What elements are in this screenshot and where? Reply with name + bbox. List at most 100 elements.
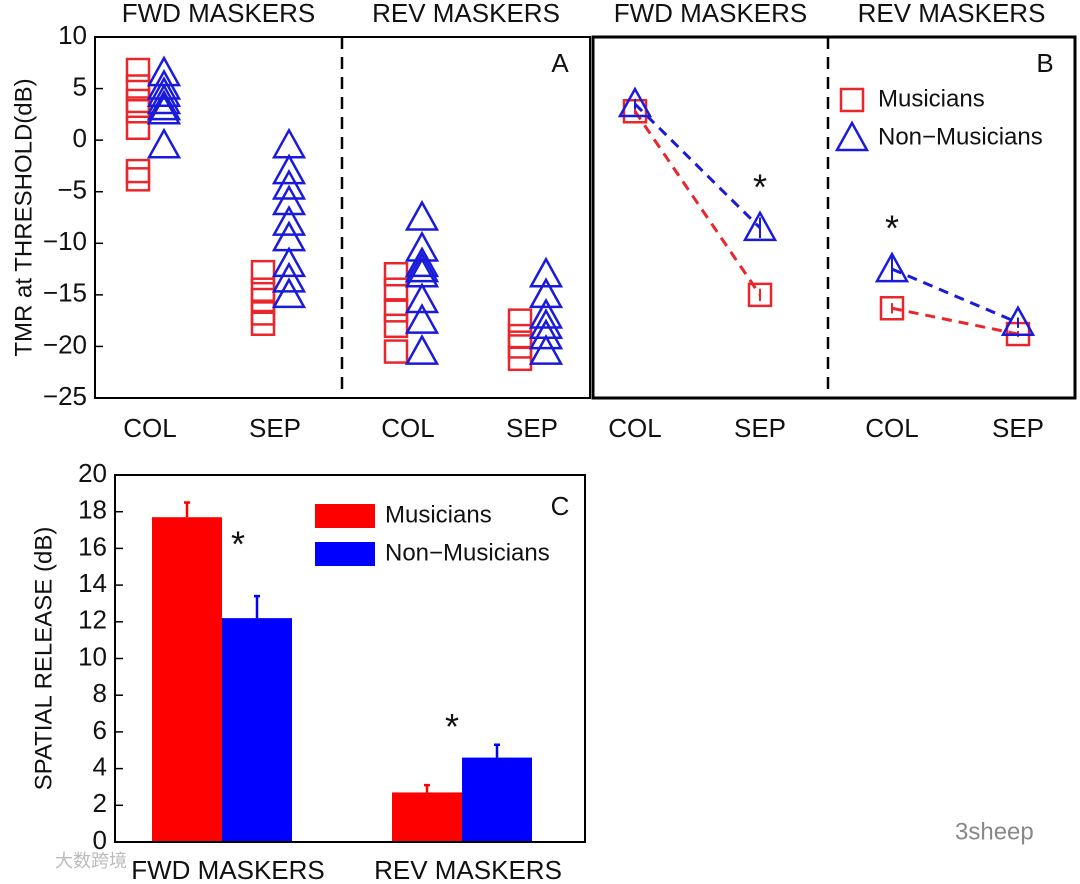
y-tick-label: 8 — [93, 678, 107, 708]
triangle-marker — [271, 153, 307, 185]
triangle-marker — [404, 303, 440, 334]
triangle-marker — [146, 76, 182, 107]
y-tick-label: 6 — [93, 715, 107, 745]
triangle-marker — [528, 277, 564, 309]
legend-label: Musicians — [385, 501, 492, 528]
x-tick-label: COL — [865, 413, 918, 443]
square-marker — [383, 261, 409, 287]
triangle-marker — [271, 168, 307, 200]
triangle-marker — [271, 184, 307, 216]
y-tick-label: 12 — [78, 605, 107, 635]
triangle-marker — [528, 334, 564, 365]
square-marker — [383, 277, 409, 302]
square-marker — [125, 57, 151, 83]
panel-label: B — [1036, 48, 1053, 78]
y-tick-label: 10 — [78, 641, 107, 671]
triangle-marker — [146, 89, 182, 121]
square-marker — [879, 296, 905, 321]
square-marker — [125, 158, 151, 184]
y-tick-label: 5 — [73, 71, 87, 101]
panel-label: A — [551, 48, 569, 78]
x-tick-label: COL — [608, 413, 661, 443]
axes-frame — [591, 35, 1077, 400]
square-marker — [250, 287, 276, 313]
triangle-marker — [271, 205, 307, 236]
square-marker — [747, 282, 773, 308]
y-tick-label: 10 — [58, 20, 87, 50]
legend-label: Musicians — [878, 85, 985, 112]
y-tick-label: 4 — [93, 751, 107, 781]
y-axis-label: TMR at THRESHOLD(dB) — [10, 78, 37, 356]
y-tick-label: 20 — [78, 458, 107, 488]
legend-label: Non−Musicians — [385, 539, 550, 566]
group-header: REV MASKERS — [858, 0, 1046, 28]
y-tick-label: −5 — [57, 175, 87, 205]
group-header: FWD MASKERS — [614, 0, 808, 28]
legend-swatch — [839, 87, 865, 113]
y-tick-label: 18 — [78, 495, 107, 525]
legend-swatch — [315, 504, 375, 528]
y-tick-label: 14 — [78, 568, 107, 598]
triangle-marker — [528, 308, 564, 340]
x-tick-label: COL — [381, 413, 434, 443]
triangle-marker — [146, 83, 182, 115]
bar — [152, 517, 222, 842]
bar — [392, 792, 462, 842]
square-marker — [383, 298, 409, 323]
square-marker — [507, 346, 533, 372]
y-axis-label: SPATIAL RELEASE (dB) — [30, 527, 57, 791]
x-tick-label: SEP — [734, 413, 786, 443]
dashed-line — [891, 267, 1019, 325]
watermark: 3sheep — [955, 818, 1034, 845]
legend-swatch — [315, 542, 375, 566]
y-tick-label: 0 — [93, 825, 107, 855]
y-tick-label: −15 — [43, 278, 87, 308]
triangle-marker — [271, 246, 307, 278]
triangle-marker — [404, 246, 440, 278]
y-tick-label: 16 — [78, 531, 107, 561]
y-tick-label: 0 — [73, 123, 87, 153]
significance-marker: * — [885, 208, 899, 249]
triangle-marker — [617, 86, 653, 118]
triangle-marker — [528, 297, 564, 329]
y-tick-label: 2 — [93, 788, 107, 818]
legend-swatch — [834, 120, 870, 152]
triangle-marker — [404, 199, 440, 231]
group-header: FWD MASKERS — [122, 0, 316, 28]
y-tick-label: −20 — [43, 329, 87, 359]
x-tick-label: FWD MASKERS — [131, 855, 325, 884]
square-marker — [125, 167, 151, 192]
triangle-marker — [404, 334, 440, 365]
triangle-marker — [742, 210, 778, 242]
dashed-line — [633, 110, 762, 296]
bar — [222, 618, 292, 842]
triangle-marker — [404, 282, 440, 314]
triangle-marker — [146, 93, 182, 125]
square-marker — [383, 339, 409, 364]
significance-marker: * — [753, 166, 767, 207]
triangle-marker — [271, 277, 307, 309]
square-marker — [125, 115, 151, 141]
bar — [462, 757, 532, 842]
square-marker — [250, 259, 276, 285]
significance-marker: * — [231, 524, 245, 565]
group-header: REV MASKERS — [372, 0, 560, 28]
triangle-marker — [528, 318, 564, 350]
legend-label: Non−Musicians — [878, 123, 1043, 150]
triangle-marker — [271, 127, 307, 159]
x-tick-label: COL — [123, 413, 176, 443]
triangle-marker — [146, 127, 182, 159]
triangle-marker — [404, 251, 440, 283]
square-marker — [125, 74, 151, 99]
square-marker — [383, 313, 409, 339]
watermark: 大数跨境 — [55, 851, 127, 871]
y-tick-label: −25 — [43, 381, 87, 411]
x-tick-label: SEP — [506, 413, 558, 443]
square-marker — [250, 311, 276, 336]
triangle-marker — [1000, 305, 1036, 336]
x-tick-label: SEP — [249, 413, 301, 443]
triangle-marker — [528, 256, 564, 288]
y-tick-label: −10 — [43, 226, 87, 256]
panel-label: C — [551, 491, 570, 521]
